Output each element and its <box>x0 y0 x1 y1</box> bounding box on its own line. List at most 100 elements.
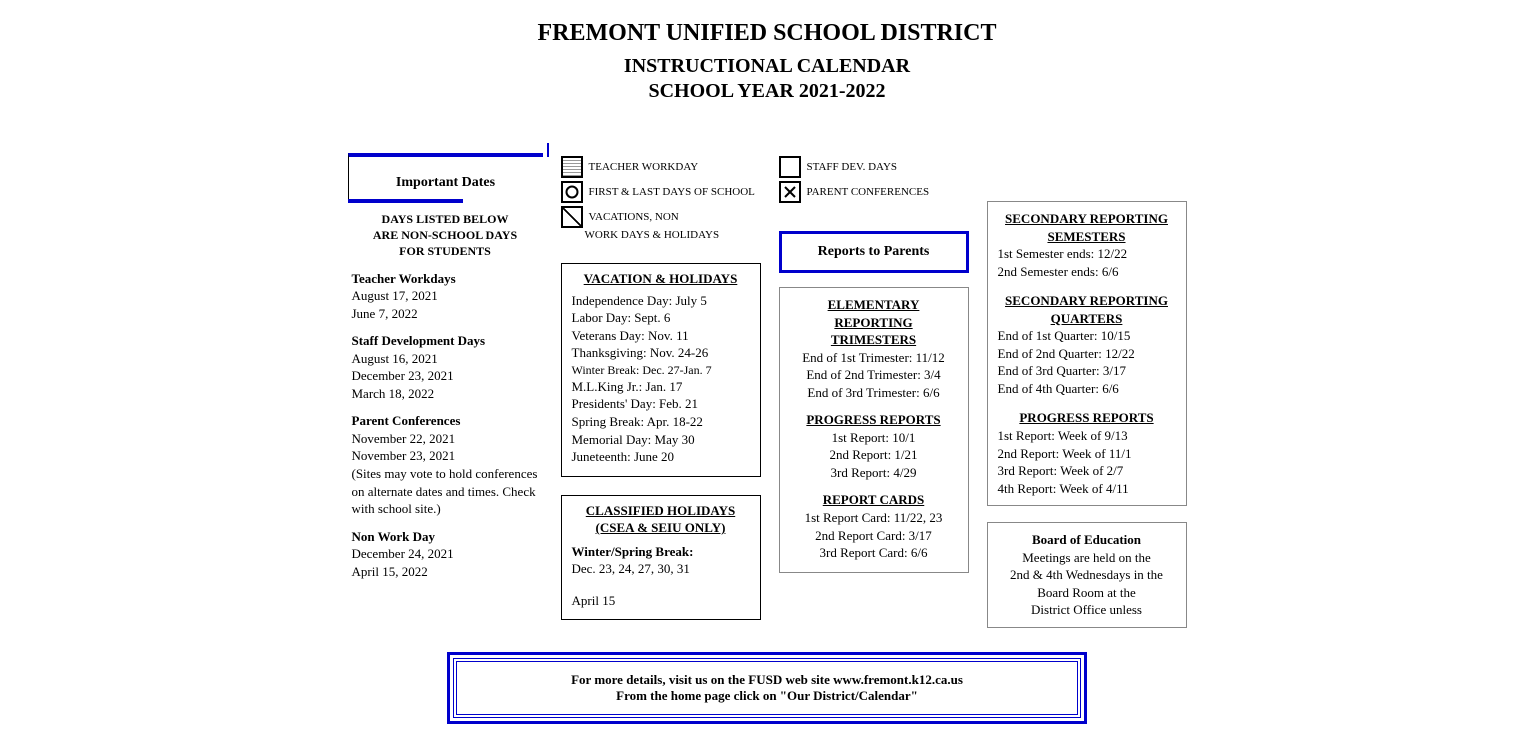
page: FREMONT UNIFIED SCHOOL DISTRICT INSTRUCT… <box>167 20 1367 718</box>
vacation-holidays-box: VACATION & HOLIDAYS Independence Day: Ju… <box>561 263 761 477</box>
holiday-independence: Independence Day: July 5 <box>572 292 750 310</box>
holiday-presidents: Presidents' Day: Feb. 21 <box>572 395 750 413</box>
district-title: FREMONT UNIFIED SCHOOL DISTRICT <box>167 20 1367 47</box>
non-work-title: Non Work Day <box>352 528 539 546</box>
holiday-thanksgiving: Thanksgiving: Nov. 24-26 <box>572 344 750 362</box>
footer-line-2: From the home page click on "Our Distric… <box>477 688 1057 704</box>
holiday-juneteenth: Juneteenth: June 20 <box>572 448 750 466</box>
sec-sem-title-1: SECONDARY REPORTING <box>998 210 1176 228</box>
doc-subtitle-2: SCHOOL YEAR 2021-2022 <box>167 80 1367 103</box>
important-dates-title-box: Important Dates <box>348 153 543 199</box>
legend-staff-dev: STAFF DEV. DAYS <box>807 161 898 173</box>
legend-block-1: TEACHER WORKDAY FIRST & LAST DAYS OF SCH… <box>561 156 761 241</box>
elem-progress-1: 1st Report: 10/1 <box>790 429 958 447</box>
sec-q2: End of 2nd Quarter: 12/22 <box>998 345 1176 363</box>
non-work-1: December 24, 2021 <box>352 545 539 563</box>
important-dates-body: DAYS LISTED BELOW ARE NON-SCHOOL DAYS FO… <box>348 207 543 588</box>
sec-sem-2: 2nd Semester ends: 6/6 <box>998 263 1176 281</box>
sec-q-title-2: QUARTERS <box>998 310 1176 328</box>
first-last-day-icon <box>561 181 583 203</box>
holiday-memorial: Memorial Day: May 30 <box>572 431 750 449</box>
elem-title-2: TRIMESTERS <box>790 331 958 349</box>
non-school-line-2: ARE NON-SCHOOL DAYS <box>352 227 539 243</box>
sec-q1: End of 1st Quarter: 10/15 <box>998 327 1176 345</box>
parent-conf-2: November 23, 2021 <box>352 447 539 465</box>
sec-progress-3: 3rd Report: Week of 2/7 <box>998 462 1176 480</box>
elem-progress-3: 3rd Report: 4/29 <box>790 464 958 482</box>
columns: Important Dates DAYS LISTED BELOW ARE NO… <box>167 153 1367 628</box>
classified-title-1: CLASSIFIED HOLIDAYS <box>572 502 750 520</box>
staff-dev-1: August 16, 2021 <box>352 350 539 368</box>
parent-conf-icon <box>779 181 801 203</box>
classified-wk: Winter/Spring Break: <box>572 543 750 561</box>
classified-dates-2: April 15 <box>572 592 750 610</box>
elem-report-card-3: 3rd Report Card: 6/6 <box>790 544 958 562</box>
vacation-icon <box>561 206 583 228</box>
teacher-workdays-title: Teacher Workdays <box>352 270 539 288</box>
classified-dates-1: Dec. 23, 24, 27, 30, 31 <box>572 560 750 578</box>
legend-teacher-workday: TEACHER WORKDAY <box>589 161 699 173</box>
sec-q4: End of 4th Quarter: 6/6 <box>998 380 1176 398</box>
reports-column: STAFF DEV. DAYS PARENT CONFERENCES Repor… <box>779 153 969 573</box>
holiday-spring: Spring Break: Apr. 18-22 <box>572 413 750 431</box>
vacation-holidays-title: VACATION & HOLIDAYS <box>572 270 750 288</box>
elem-report-card-1: 1st Report Card: 11/22, 23 <box>790 509 958 527</box>
elem-progress-2: 2nd Report: 1/21 <box>790 446 958 464</box>
footer-line-1: For more details, visit us on the FUSD w… <box>477 672 1057 688</box>
sec-sem-1: 1st Semester ends: 12/22 <box>998 245 1176 263</box>
board-line-2: 2nd & 4th Wednesdays in the <box>998 566 1176 584</box>
secondary-column: SECONDARY REPORTING SEMESTERS 1st Semest… <box>987 201 1187 628</box>
staff-dev-title: Staff Development Days <box>352 332 539 350</box>
important-dates-column: Important Dates DAYS LISTED BELOW ARE NO… <box>348 153 543 588</box>
elem-trimester-3: End of 3rd Trimester: 6/6 <box>790 384 958 402</box>
board-line-4: District Office unless <box>998 601 1176 619</box>
teacher-workday-icon <box>561 156 583 178</box>
board-of-education-box: Board of Education Meetings are held on … <box>987 522 1187 628</box>
sec-q-title-1: SECONDARY REPORTING <box>998 292 1176 310</box>
classified-holidays-box: CLASSIFIED HOLIDAYS (CSEA & SEIU ONLY) W… <box>561 495 761 621</box>
sec-progress-1: 1st Report: Week of 9/13 <box>998 427 1176 445</box>
sec-sem-title-2: SEMESTERS <box>998 228 1176 246</box>
non-work-2: April 15, 2022 <box>352 563 539 581</box>
elem-report-card-2: 2nd Report Card: 3/17 <box>790 527 958 545</box>
board-title: Board of Education <box>998 531 1176 549</box>
legend-block-2: STAFF DEV. DAYS PARENT CONFERENCES <box>779 156 969 203</box>
elementary-reporting-box: ELEMENTARY REPORTING TRIMESTERS End of 1… <box>779 287 969 573</box>
parent-conf-1: November 22, 2021 <box>352 430 539 448</box>
staff-dev-icon <box>779 156 801 178</box>
non-school-line-3: FOR STUDENTS <box>352 243 539 259</box>
classified-title-2: (CSEA & SEIU ONLY) <box>572 519 750 537</box>
staff-dev-2: December 23, 2021 <box>352 367 539 385</box>
teacher-workday-2: June 7, 2022 <box>352 305 539 323</box>
non-school-line-1: DAYS LISTED BELOW <box>352 211 539 227</box>
holiday-winter: Winter Break: Dec. 27-Jan. 7 <box>572 362 750 378</box>
important-dates-title: Important Dates <box>396 175 495 190</box>
sec-progress-2: 2nd Report: Week of 11/1 <box>998 445 1176 463</box>
sec-progress-title: PROGRESS REPORTS <box>998 409 1176 427</box>
elem-progress-title: PROGRESS REPORTS <box>790 411 958 429</box>
elem-report-cards-title: REPORT CARDS <box>790 491 958 509</box>
reports-title-text: Reports to Parents <box>818 244 930 259</box>
middle-column: TEACHER WORKDAY FIRST & LAST DAYS OF SCH… <box>561 153 761 620</box>
parent-conf-note: (Sites may vote to hold conferences on a… <box>352 465 539 518</box>
elem-trimester-2: End of 2nd Trimester: 3/4 <box>790 366 958 384</box>
sec-q3: End of 3rd Quarter: 3/17 <box>998 362 1176 380</box>
elem-trimester-1: End of 1st Trimester: 11/12 <box>790 349 958 367</box>
holiday-veterans: Veterans Day: Nov. 11 <box>572 327 750 345</box>
parent-conf-title: Parent Conferences <box>352 412 539 430</box>
sec-progress-4: 4th Report: Week of 4/11 <box>998 480 1176 498</box>
doc-subtitle-1: INSTRUCTIONAL CALENDAR <box>167 55 1367 78</box>
teacher-workday-1: August 17, 2021 <box>352 287 539 305</box>
board-line-3: Board Room at the <box>998 584 1176 602</box>
document-header: FREMONT UNIFIED SCHOOL DISTRICT INSTRUCT… <box>167 20 1367 103</box>
holiday-labor: Labor Day: Sept. 6 <box>572 309 750 327</box>
legend-vacations-cont: WORK DAYS & HOLIDAYS <box>585 229 761 241</box>
footer-box: For more details, visit us on the FUSD w… <box>453 658 1081 718</box>
legend-first-last: FIRST & LAST DAYS OF SCHOOL <box>589 186 755 198</box>
legend-vacations: VACATIONS, NON <box>589 211 679 223</box>
reports-to-parents-title: Reports to Parents <box>779 231 969 273</box>
legend-parent-conf: PARENT CONFERENCES <box>807 186 930 198</box>
elem-title-1: ELEMENTARY REPORTING <box>790 296 958 331</box>
staff-dev-3: March 18, 2022 <box>352 385 539 403</box>
holiday-mlk: M.L.King Jr.: Jan. 17 <box>572 378 750 396</box>
